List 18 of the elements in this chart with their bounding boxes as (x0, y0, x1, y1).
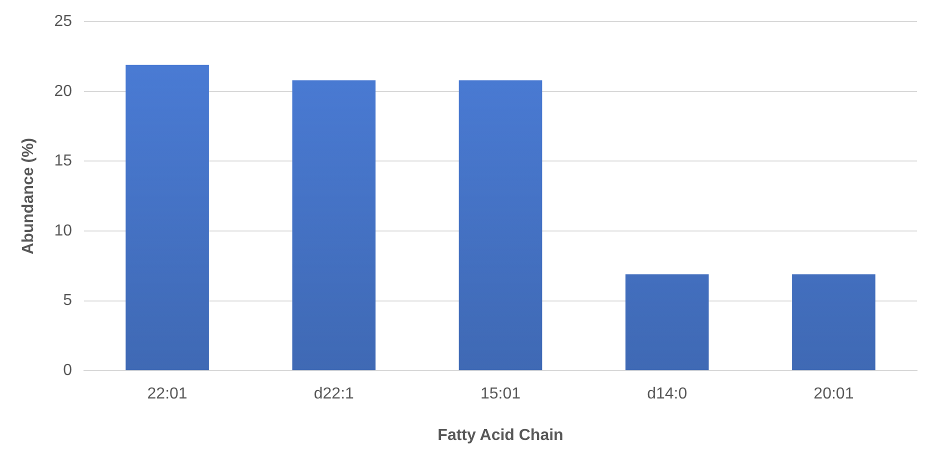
x-tick-label: 15:01 (480, 386, 521, 403)
bar (625, 274, 709, 370)
y-axis-title: Abundance (%) (20, 138, 38, 254)
y-tick-label: 15 (54, 152, 72, 170)
y-tick-label: 5 (63, 292, 72, 310)
bar (792, 274, 876, 370)
bar (292, 80, 376, 370)
x-tick-label: d14:0 (647, 386, 688, 403)
bar (126, 64, 209, 370)
x-tick-label: d22:1 (314, 386, 354, 403)
bar (458, 80, 542, 370)
x-axis-title: Fatty Acid Chain (438, 426, 564, 444)
y-tick-label: 25 (54, 13, 72, 30)
y-tick-label: 0 (63, 362, 72, 380)
y-tick-label: 20 (54, 82, 72, 100)
y-tick-label: 10 (54, 222, 72, 240)
x-tick-label: 20:01 (814, 386, 854, 403)
x-tick-label: 22:01 (147, 386, 188, 403)
